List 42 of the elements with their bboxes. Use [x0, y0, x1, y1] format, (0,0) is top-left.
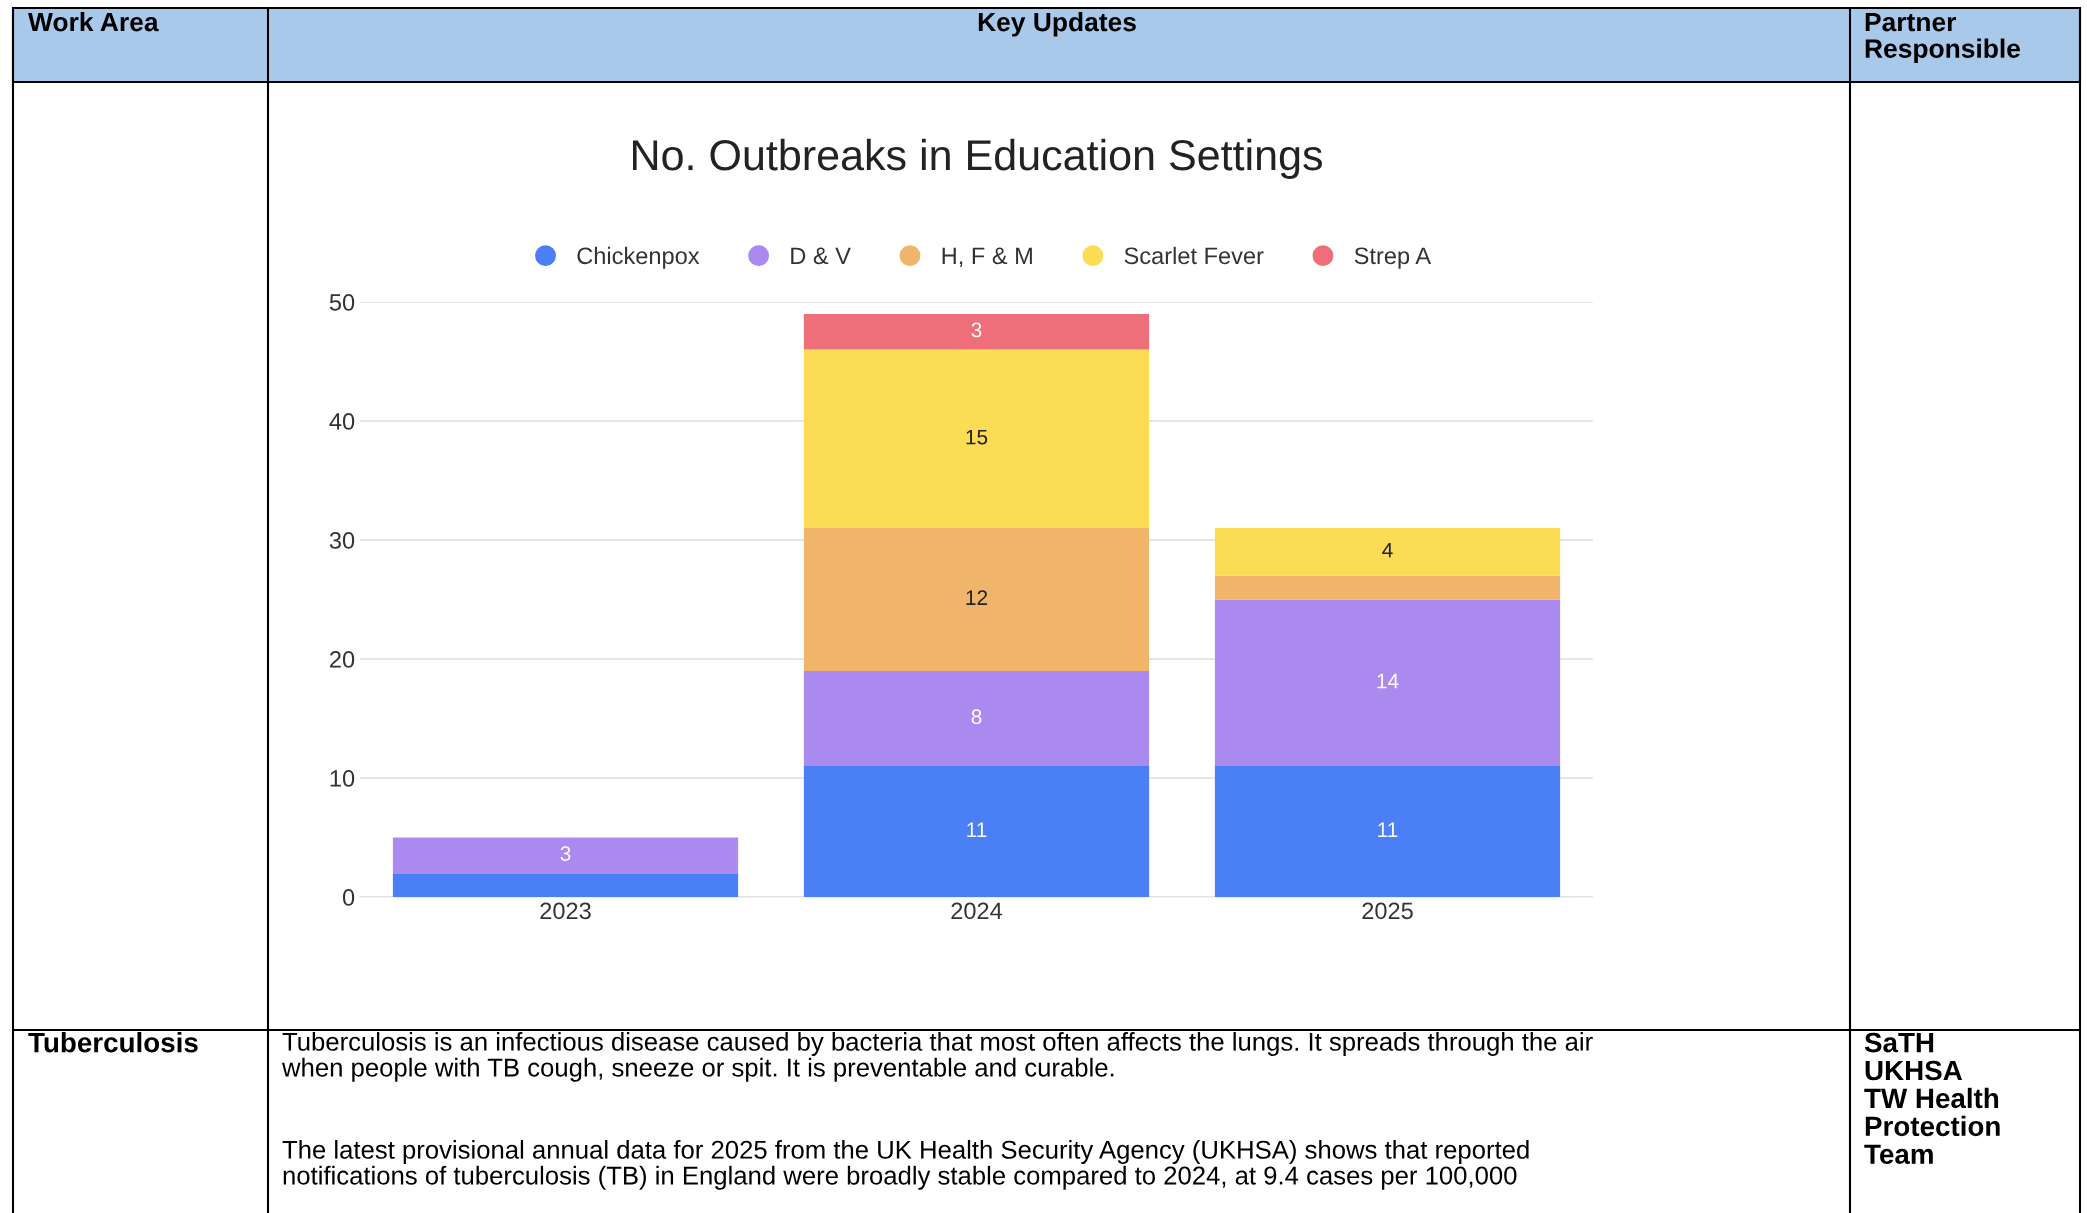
data-label: 14: [1377, 673, 1399, 689]
bar: [1214, 766, 1561, 897]
bar: [803, 528, 1150, 671]
y-tick-label: 20: [330, 651, 355, 668]
data-label: 11: [1378, 822, 1398, 837]
bar: [392, 837, 739, 874]
bar: [1214, 575, 1561, 600]
bar: [803, 313, 1150, 350]
data-label: 4: [1382, 542, 1393, 558]
text: Tuberculosis is an infectious disease caused by bacteria that most often affects the lungs. It spreads through the air when people with TB cough, sneeze or spit. It is preventable and curable.: [281, 1032, 1593, 1082]
bar: [803, 766, 1150, 897]
y-tick-label: 40: [329, 413, 355, 430]
legend-label: H, F & M: [942, 247, 1032, 267]
legend-label: Strep A: [1354, 247, 1432, 269]
y-tick-label: 30: [329, 532, 355, 549]
text: SaTH UKHSA TW Health Protection Team: [1864, 1032, 2000, 1165]
legend-label: Scarlet Fever: [1124, 246, 1264, 265]
bar: [1214, 599, 1561, 767]
data-label: 3: [971, 322, 982, 338]
x-tick-label: 2024: [951, 902, 1003, 920]
data-label: 8: [971, 709, 982, 725]
bar: [1214, 528, 1561, 576]
legend-label: D & V: [791, 247, 851, 265]
bar: [392, 873, 739, 897]
bar: [803, 349, 1150, 529]
chart-title: No. Outbreaks in Education Settings: [633, 138, 1322, 179]
data-label: 15: [966, 429, 988, 445]
text: Work Area: [28, 12, 159, 32]
text: The latest provisional annual data for 2025 from the UK Health Security Agency (UKHSA) shows that reported notifications of tuberculosis (TB) in England were broadly stable compared to 2024, at 9.4 cases per 100,000: [282, 1140, 1529, 1190]
bar: [803, 670, 1150, 767]
text: Partner Responsible: [1865, 12, 2020, 64]
text: Key Updates: [978, 12, 1136, 37]
data-label: 3: [560, 846, 571, 861]
text: Tuberculosis: [28, 1032, 198, 1053]
y-tick-label: 50: [329, 294, 355, 311]
x-tick-label: 2025: [1362, 902, 1413, 920]
y-tick-label: 10: [330, 770, 355, 787]
data-label: 11: [967, 822, 987, 837]
y-tick-label: 0: [342, 889, 355, 906]
data-label: 12: [966, 590, 988, 605]
legend-label: Chickenpox: [577, 246, 700, 269]
x-tick-label: 2023: [540, 902, 591, 920]
